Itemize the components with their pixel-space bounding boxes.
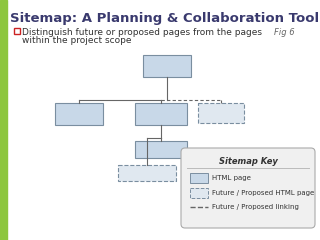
Bar — [14, 28, 20, 34]
Bar — [55, 103, 103, 125]
Bar — [198, 103, 244, 123]
FancyBboxPatch shape — [181, 148, 315, 228]
Bar — [190, 188, 208, 198]
Text: Future / Proposed linking: Future / Proposed linking — [212, 204, 299, 210]
Bar — [0, 0, 7, 240]
Text: within the project scope: within the project scope — [22, 36, 132, 45]
Bar — [118, 165, 176, 181]
Text: Sitemap Key: Sitemap Key — [219, 156, 277, 166]
Bar — [135, 103, 187, 125]
Text: HTML page: HTML page — [212, 175, 251, 181]
Bar — [135, 141, 187, 158]
Text: Future / Proposed HTML page: Future / Proposed HTML page — [212, 190, 314, 196]
Text: Sitemap: A Planning & Collaboration Tool:: Sitemap: A Planning & Collaboration Tool… — [10, 12, 320, 25]
Text: Fig 6: Fig 6 — [274, 28, 295, 37]
Bar — [143, 55, 191, 77]
Bar — [190, 173, 208, 183]
Text: Distinguish future or proposed pages from the pages: Distinguish future or proposed pages fro… — [22, 28, 262, 37]
